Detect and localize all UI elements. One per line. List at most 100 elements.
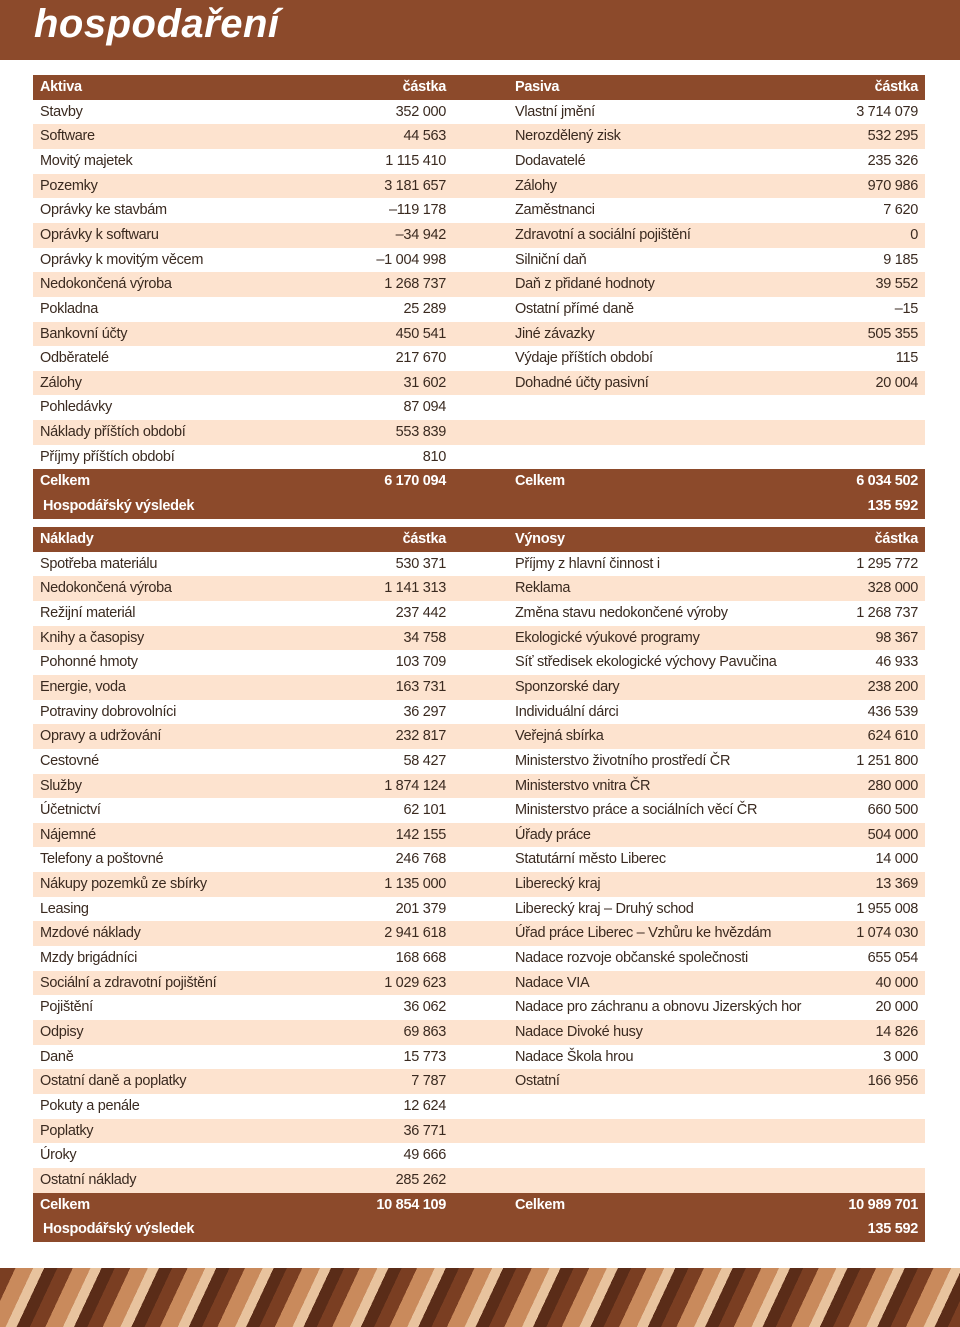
table-row: Leasing 201 379 Liberecký kraj – Druhý sch…	[33, 897, 925, 922]
cell-label: Zdravotní a sociální pojištění	[515, 226, 691, 243]
total-label: Celkem	[40, 1196, 90, 1213]
table-row: Software 44 563 Nerozdělený zisk 532 295	[33, 124, 925, 149]
cell-label: Poplatky	[40, 1122, 94, 1139]
cell-amount: 39 552	[875, 276, 918, 293]
cell-amount: 1 955 008	[856, 900, 918, 917]
table-row: Poplatky 36 771	[33, 1118, 925, 1144]
table-row: Pojištění 36 062 Nadace pro záchranu a obn…	[33, 995, 925, 1020]
cell-amount: 36 062	[403, 999, 446, 1016]
header-label: Výnosy	[515, 531, 565, 547]
cell-amount: 9 185	[883, 251, 918, 268]
cell-amount: –15	[894, 300, 919, 317]
table-row: Daně 15 773 Nadace Škola hrou 3 000	[33, 1045, 925, 1070]
table-row: Mzdové náklady 2 941 618 Úřad práce Libere…	[33, 921, 925, 947]
header-label: Pasiva	[515, 79, 560, 95]
page-title: hospodaření	[34, 2, 280, 46]
cell-label: Nákupy pozemků ze sbírky	[40, 876, 207, 893]
cell-amount: 25 289	[403, 300, 446, 317]
result-row: Hospodářský výsledek 135 592	[33, 494, 925, 519]
result-row: Hospodářský výsledek 135 592	[33, 1217, 925, 1242]
table-row: Cestovné 58 427 Ministerstvo životního pro…	[33, 749, 925, 774]
cell-amount: 530 371	[395, 555, 447, 572]
table-row: Ostatní náklady 285 262	[33, 1167, 925, 1193]
cell-amount: 1 874 124	[384, 777, 446, 794]
cell-amount: –1 004 998	[376, 251, 446, 268]
total-amount: 10 854 109	[376, 1196, 446, 1213]
cell-label: Dohadné účty pasivní	[515, 374, 649, 391]
total-label: Celkem	[515, 473, 565, 490]
cell-label: Nedokončená výroba	[40, 580, 172, 597]
cell-amount: 103 709	[395, 654, 447, 671]
cell-label: Vlastní jmění	[515, 103, 595, 120]
cell-label: Daně	[40, 1048, 74, 1065]
table-header: Aktiva částka Pasiva částka	[33, 75, 925, 100]
table-row: Nedokončená výroba 1 268 737 Daň z přidané…	[33, 272, 925, 297]
cell-amount: 505 355	[867, 325, 919, 342]
table-row: Spotřeba materiálu 530 371 Příjmy z hlavní…	[33, 552, 925, 577]
cell-label: Změna stavu nedokončené výroby	[515, 604, 728, 621]
cell-label: Nadace pro záchranu a obnovu Jizerských …	[515, 999, 802, 1016]
cell-label: Sociální a zdravotní pojištění	[40, 974, 217, 991]
cell-amount: 201 379	[395, 900, 447, 917]
result-amount: 135 592	[867, 498, 919, 515]
cell-label: Individuální dárci	[515, 703, 619, 720]
cell-amount: 36 771	[403, 1122, 446, 1139]
table-row: Úroky 49 666	[33, 1143, 925, 1168]
total-amount: 6 170 094	[384, 473, 446, 490]
table-row: Ostatní daně a poplatky 7 787 Ostatní 166 9…	[33, 1069, 925, 1094]
cell-label: Ostatní přímé daně	[515, 300, 634, 317]
cell-amount: 12 624	[403, 1097, 446, 1114]
table-row: Pokladna 25 289 Ostatní přímé daně –15	[33, 297, 925, 322]
cell-amount: 62 101	[403, 802, 446, 819]
cell-label: Stavby	[40, 103, 83, 120]
cell-amount: 237 442	[395, 604, 447, 621]
cell-amount: 1 141 313	[384, 580, 446, 597]
table-row: Odběratelé 217 670 Výdaje příštích období 1…	[33, 346, 925, 371]
cell-amount: –119 178	[388, 202, 446, 219]
cell-amount: 3 714 079	[856, 103, 918, 120]
cell-label: Mzdové náklady	[40, 925, 141, 942]
cell-amount: 163 731	[395, 678, 447, 695]
cell-amount: 7 620	[883, 202, 918, 219]
table-row: Potraviny dobrovolníci 36 297 Individuální…	[33, 700, 925, 725]
cell-label: Ministerstvo vnitra ČR	[515, 777, 651, 794]
cell-amount: 246 768	[395, 851, 447, 868]
table-row: Režijní materiál 237 442 Změna stavu nedok…	[33, 601, 925, 626]
total-amount: 10 989 701	[848, 1196, 918, 1213]
cell-label: Leasing	[40, 900, 89, 917]
cell-amount: 166 956	[867, 1073, 919, 1090]
cell-label: Dodavatelé	[515, 152, 586, 169]
cell-amount: 436 539	[867, 703, 919, 720]
cell-amount: 1 251 800	[856, 752, 918, 769]
cell-label: Ostatní	[515, 1073, 560, 1090]
cell-label: Zaměstnanci	[515, 202, 595, 219]
cell-label: Sponzorské dary	[515, 678, 620, 695]
result-label: Hospodářský výsledek	[43, 1221, 195, 1238]
cell-label: Pozemky	[40, 177, 98, 194]
table-row: Movitý majetek 1 115 410 Dodavatelé 235 326	[33, 149, 925, 174]
total-row: Celkem 10 854 109 Celkem 10 989 701	[33, 1192, 925, 1218]
cell-label: Úřad práce Liberec – Vzhůru ke hvězdám	[515, 925, 772, 942]
cell-amount: 36 297	[403, 703, 446, 720]
cell-label: Ministerstvo životního prostředí ČR	[515, 752, 731, 769]
cell-label: Pohonné hmoty	[40, 654, 138, 671]
cell-label: Odběratelé	[40, 350, 109, 367]
cell-label: Energie, voda	[40, 678, 126, 695]
cell-amount: 142 155	[395, 826, 447, 843]
table-row: Mzdy brigádníci 168 668 Nadace rozvoje obč…	[33, 946, 925, 971]
result-label: Hospodářský výsledek	[43, 498, 195, 515]
total-row: Celkem 6 170 094 Celkem 6 034 502	[33, 469, 925, 495]
cell-amount: 13 369	[875, 876, 918, 893]
table-row: Energie, voda 163 731 Sponzorské dary 238 2…	[33, 674, 925, 700]
table-row: Oprávky k movitým věcem –1 004 998 Silničn…	[33, 248, 925, 273]
cell-amount: 1 074 030	[856, 925, 918, 942]
cell-amount: 31 602	[403, 374, 446, 391]
cell-amount: 450 541	[395, 325, 447, 342]
cell-amount: 3 000	[883, 1048, 918, 1065]
cell-label: Pokladna	[40, 300, 99, 317]
table-row: Pokuty a penále 12 624	[33, 1094, 925, 1119]
cell-amount: 2 941 618	[384, 925, 446, 942]
cell-amount: 14 000	[875, 851, 918, 868]
cell-label: Jiné závazky	[515, 325, 595, 342]
table-row: Pozemky 3 181 657 Zálohy 970 986	[33, 173, 925, 199]
